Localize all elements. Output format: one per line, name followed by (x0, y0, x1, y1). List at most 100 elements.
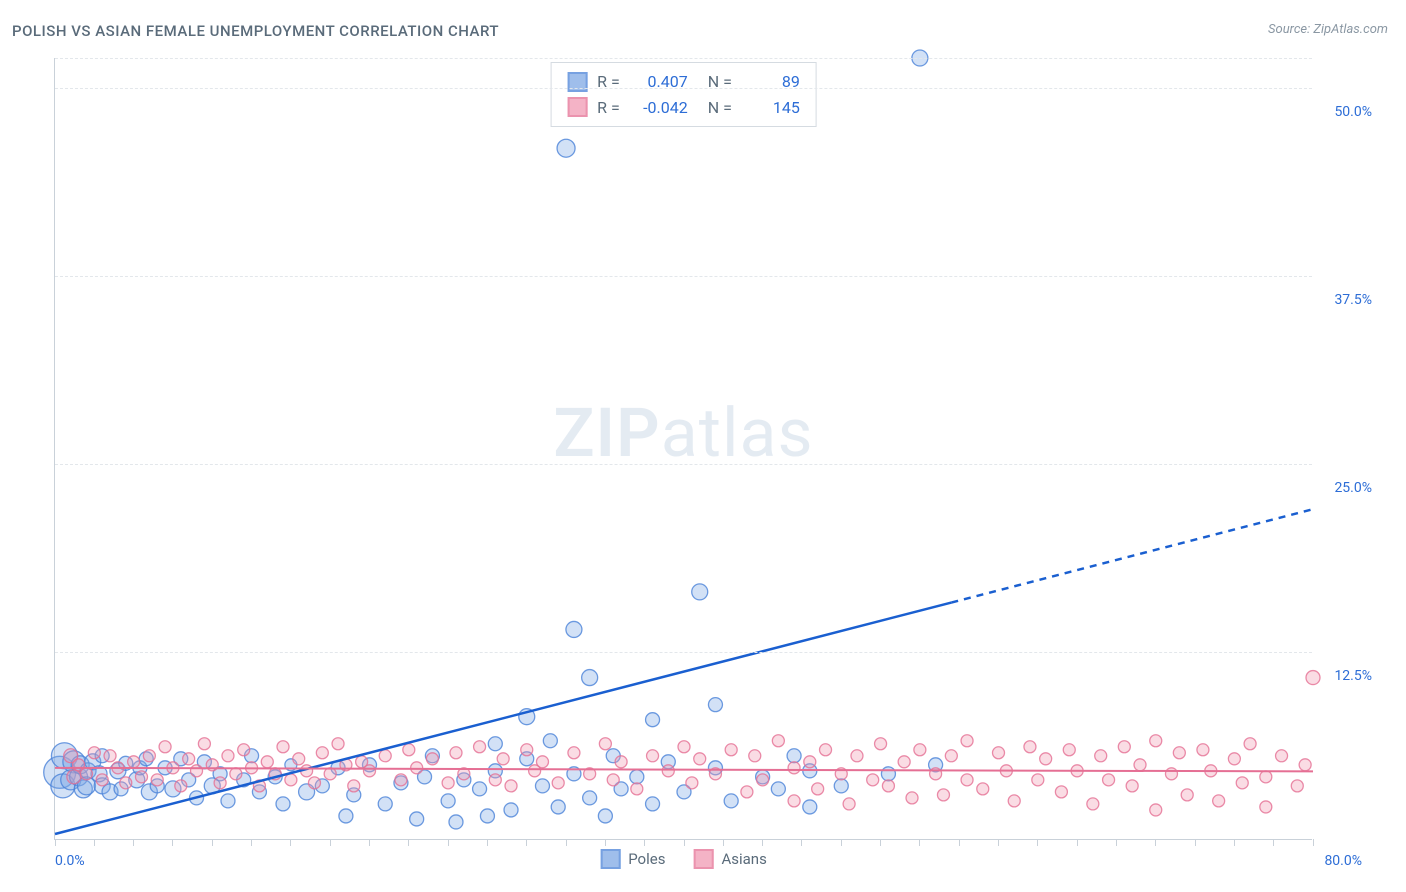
scatter-point (551, 800, 565, 814)
gridline (55, 652, 1312, 653)
scatter-point (285, 774, 297, 786)
scatter-point (834, 779, 848, 793)
scatter-point (749, 750, 761, 762)
scatter-point (843, 798, 855, 810)
scatter-point (961, 774, 973, 786)
stat-label-r: R = (597, 69, 620, 95)
gridline (55, 88, 1312, 89)
scatter-point (332, 738, 344, 750)
scatter-point (882, 780, 894, 792)
x-tick (1195, 839, 1196, 846)
legend-item-poles: Poles (600, 849, 665, 869)
scatter-point (410, 812, 424, 826)
scatter-point (945, 750, 957, 762)
scatter-point (1008, 795, 1020, 807)
x-tick (133, 839, 134, 846)
gridline (55, 58, 1312, 59)
scatter-point (1103, 774, 1115, 786)
scatter-point (450, 747, 462, 759)
scatter-point (1173, 747, 1185, 759)
scatter-point (238, 744, 250, 756)
swatch-asians (567, 97, 587, 117)
scatter-point (449, 815, 463, 829)
stat-n-asians: 145 (742, 95, 800, 121)
trend-line-dashed (951, 509, 1313, 602)
scatter-point (961, 735, 973, 747)
scatter-point (1024, 741, 1036, 753)
x-tick (566, 839, 567, 846)
x-tick (762, 839, 763, 846)
x-tick (251, 839, 252, 846)
scatter-point (151, 774, 163, 786)
x-tick (1116, 839, 1117, 846)
scatter-point (1095, 750, 1107, 762)
scatter-point (198, 738, 210, 750)
scatter-point (851, 750, 863, 762)
scatter-point (1165, 768, 1177, 780)
scatter-point (1260, 801, 1272, 813)
scatter-point (214, 777, 226, 789)
x-tick (998, 839, 999, 846)
source-attribution: Source: ZipAtlas.com (1268, 22, 1388, 37)
y-tick-label: 25.0% (1334, 480, 1372, 496)
scatter-point (583, 791, 597, 805)
scatter-point (771, 782, 785, 796)
scatter-point (1126, 780, 1138, 792)
scatter-point (631, 783, 643, 795)
scatter-point (261, 756, 273, 768)
scatter-point (906, 792, 918, 804)
gridline (55, 464, 1312, 465)
stat-label-n: N = (708, 95, 732, 121)
scatter-point (543, 734, 557, 748)
scatter-point (230, 768, 242, 780)
scatter-point (692, 584, 708, 600)
legend-label-asians: Asians (721, 850, 766, 868)
scatter-point (1236, 777, 1248, 789)
x-tick (1313, 839, 1314, 846)
scatter-point (316, 747, 328, 759)
x-tick (408, 839, 409, 846)
scatter-point (67, 770, 81, 784)
scatter-point (88, 747, 100, 759)
scatter-point (474, 741, 486, 753)
x-tick (1077, 839, 1078, 846)
scatter-point (647, 750, 659, 762)
scatter-point (646, 797, 660, 811)
scatter-point (552, 777, 564, 789)
scatter-point (686, 777, 698, 789)
scatter-point (599, 738, 611, 750)
x-tick (880, 839, 881, 846)
scatter-point (678, 741, 690, 753)
scatter-point (159, 741, 171, 753)
scatter-point (914, 744, 926, 756)
scatter-point (662, 765, 674, 777)
scatter-point (724, 794, 738, 808)
x-tick (330, 839, 331, 846)
x-tick-label: 0.0% (55, 853, 85, 869)
scatter-point (977, 783, 989, 795)
scatter-point (521, 744, 533, 756)
scatter-point (867, 774, 879, 786)
x-tick-label: 80.0% (1324, 853, 1362, 869)
scatter-point (582, 670, 598, 686)
y-tick-label: 50.0% (1334, 104, 1372, 120)
trend-line (55, 603, 951, 834)
x-tick (290, 839, 291, 846)
scatter-point (221, 794, 235, 808)
plot-area: ZIPatlas R = 0.407 N = 89 R = -0.042 N =… (54, 58, 1312, 840)
scatter-point (378, 797, 392, 811)
y-tick-label: 12.5% (1334, 668, 1372, 684)
scatter-point (787, 749, 801, 763)
scatter-point (488, 737, 502, 751)
scatter-point (1197, 744, 1209, 756)
x-tick (801, 839, 802, 846)
scatter-point (1040, 753, 1052, 765)
x-tick (369, 839, 370, 846)
scatter-point (820, 744, 832, 756)
x-tick (526, 839, 527, 846)
scatter-point (143, 750, 155, 762)
trend-line (55, 768, 1313, 772)
scatter-point (308, 777, 320, 789)
scatter-point (535, 779, 549, 793)
x-tick (212, 839, 213, 846)
